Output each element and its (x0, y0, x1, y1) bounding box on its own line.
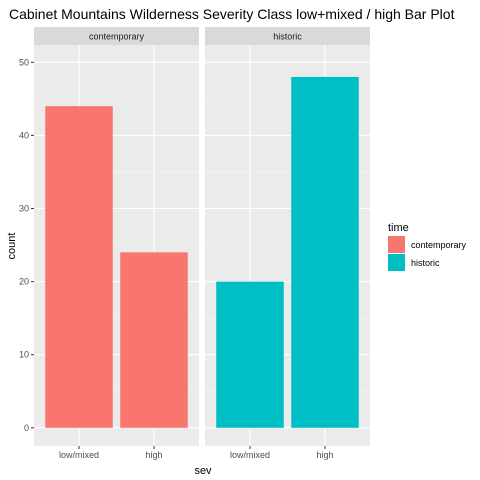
bar-contemporary-low/mixed (45, 106, 113, 428)
x-axis-title: sev (194, 465, 212, 477)
facet-strip (205, 27, 370, 45)
legend-title: time (388, 222, 409, 234)
y-tick-label: 20 (19, 277, 29, 287)
y-tick-label: 0 (24, 423, 29, 433)
x-tick-label: low/mixed (59, 450, 99, 460)
legend-label-contemporary: contemporary (411, 240, 467, 250)
y-tick-label: 50 (19, 57, 29, 67)
bar-contemporary-high (120, 252, 188, 428)
y-tick-label: 10 (19, 350, 29, 360)
x-tick-label: high (316, 450, 333, 460)
legend-key-historic (388, 254, 405, 271)
y-axis: 0 10 20 30 40 50 (19, 57, 34, 433)
legend: time contemporary historic (388, 222, 467, 271)
facet-strip-label: contemporary (89, 32, 145, 42)
facet-strip (34, 27, 199, 45)
x-tick-label: high (145, 450, 162, 460)
y-tick-label: 40 (19, 130, 29, 140)
bar-historic-high (291, 76, 359, 428)
bar-historic-low/mixed (216, 281, 284, 428)
legend-label-historic: historic (411, 258, 440, 268)
facet-strip-label: historic (273, 32, 302, 42)
y-axis-title: count (6, 233, 18, 260)
x-axis: low/mixed high low/mixed high (59, 446, 334, 460)
chart-title: Cabinet Mountains Wilderness Severity Cl… (9, 6, 455, 22)
facet-panels: contemporary historic (34, 27, 370, 446)
legend-key-contemporary (388, 236, 405, 253)
y-tick-label: 30 (19, 204, 29, 214)
x-tick-label: low/mixed (230, 450, 270, 460)
facet-panel-contemporary: contemporary (34, 27, 199, 446)
facet-panel-historic: historic (205, 27, 370, 446)
